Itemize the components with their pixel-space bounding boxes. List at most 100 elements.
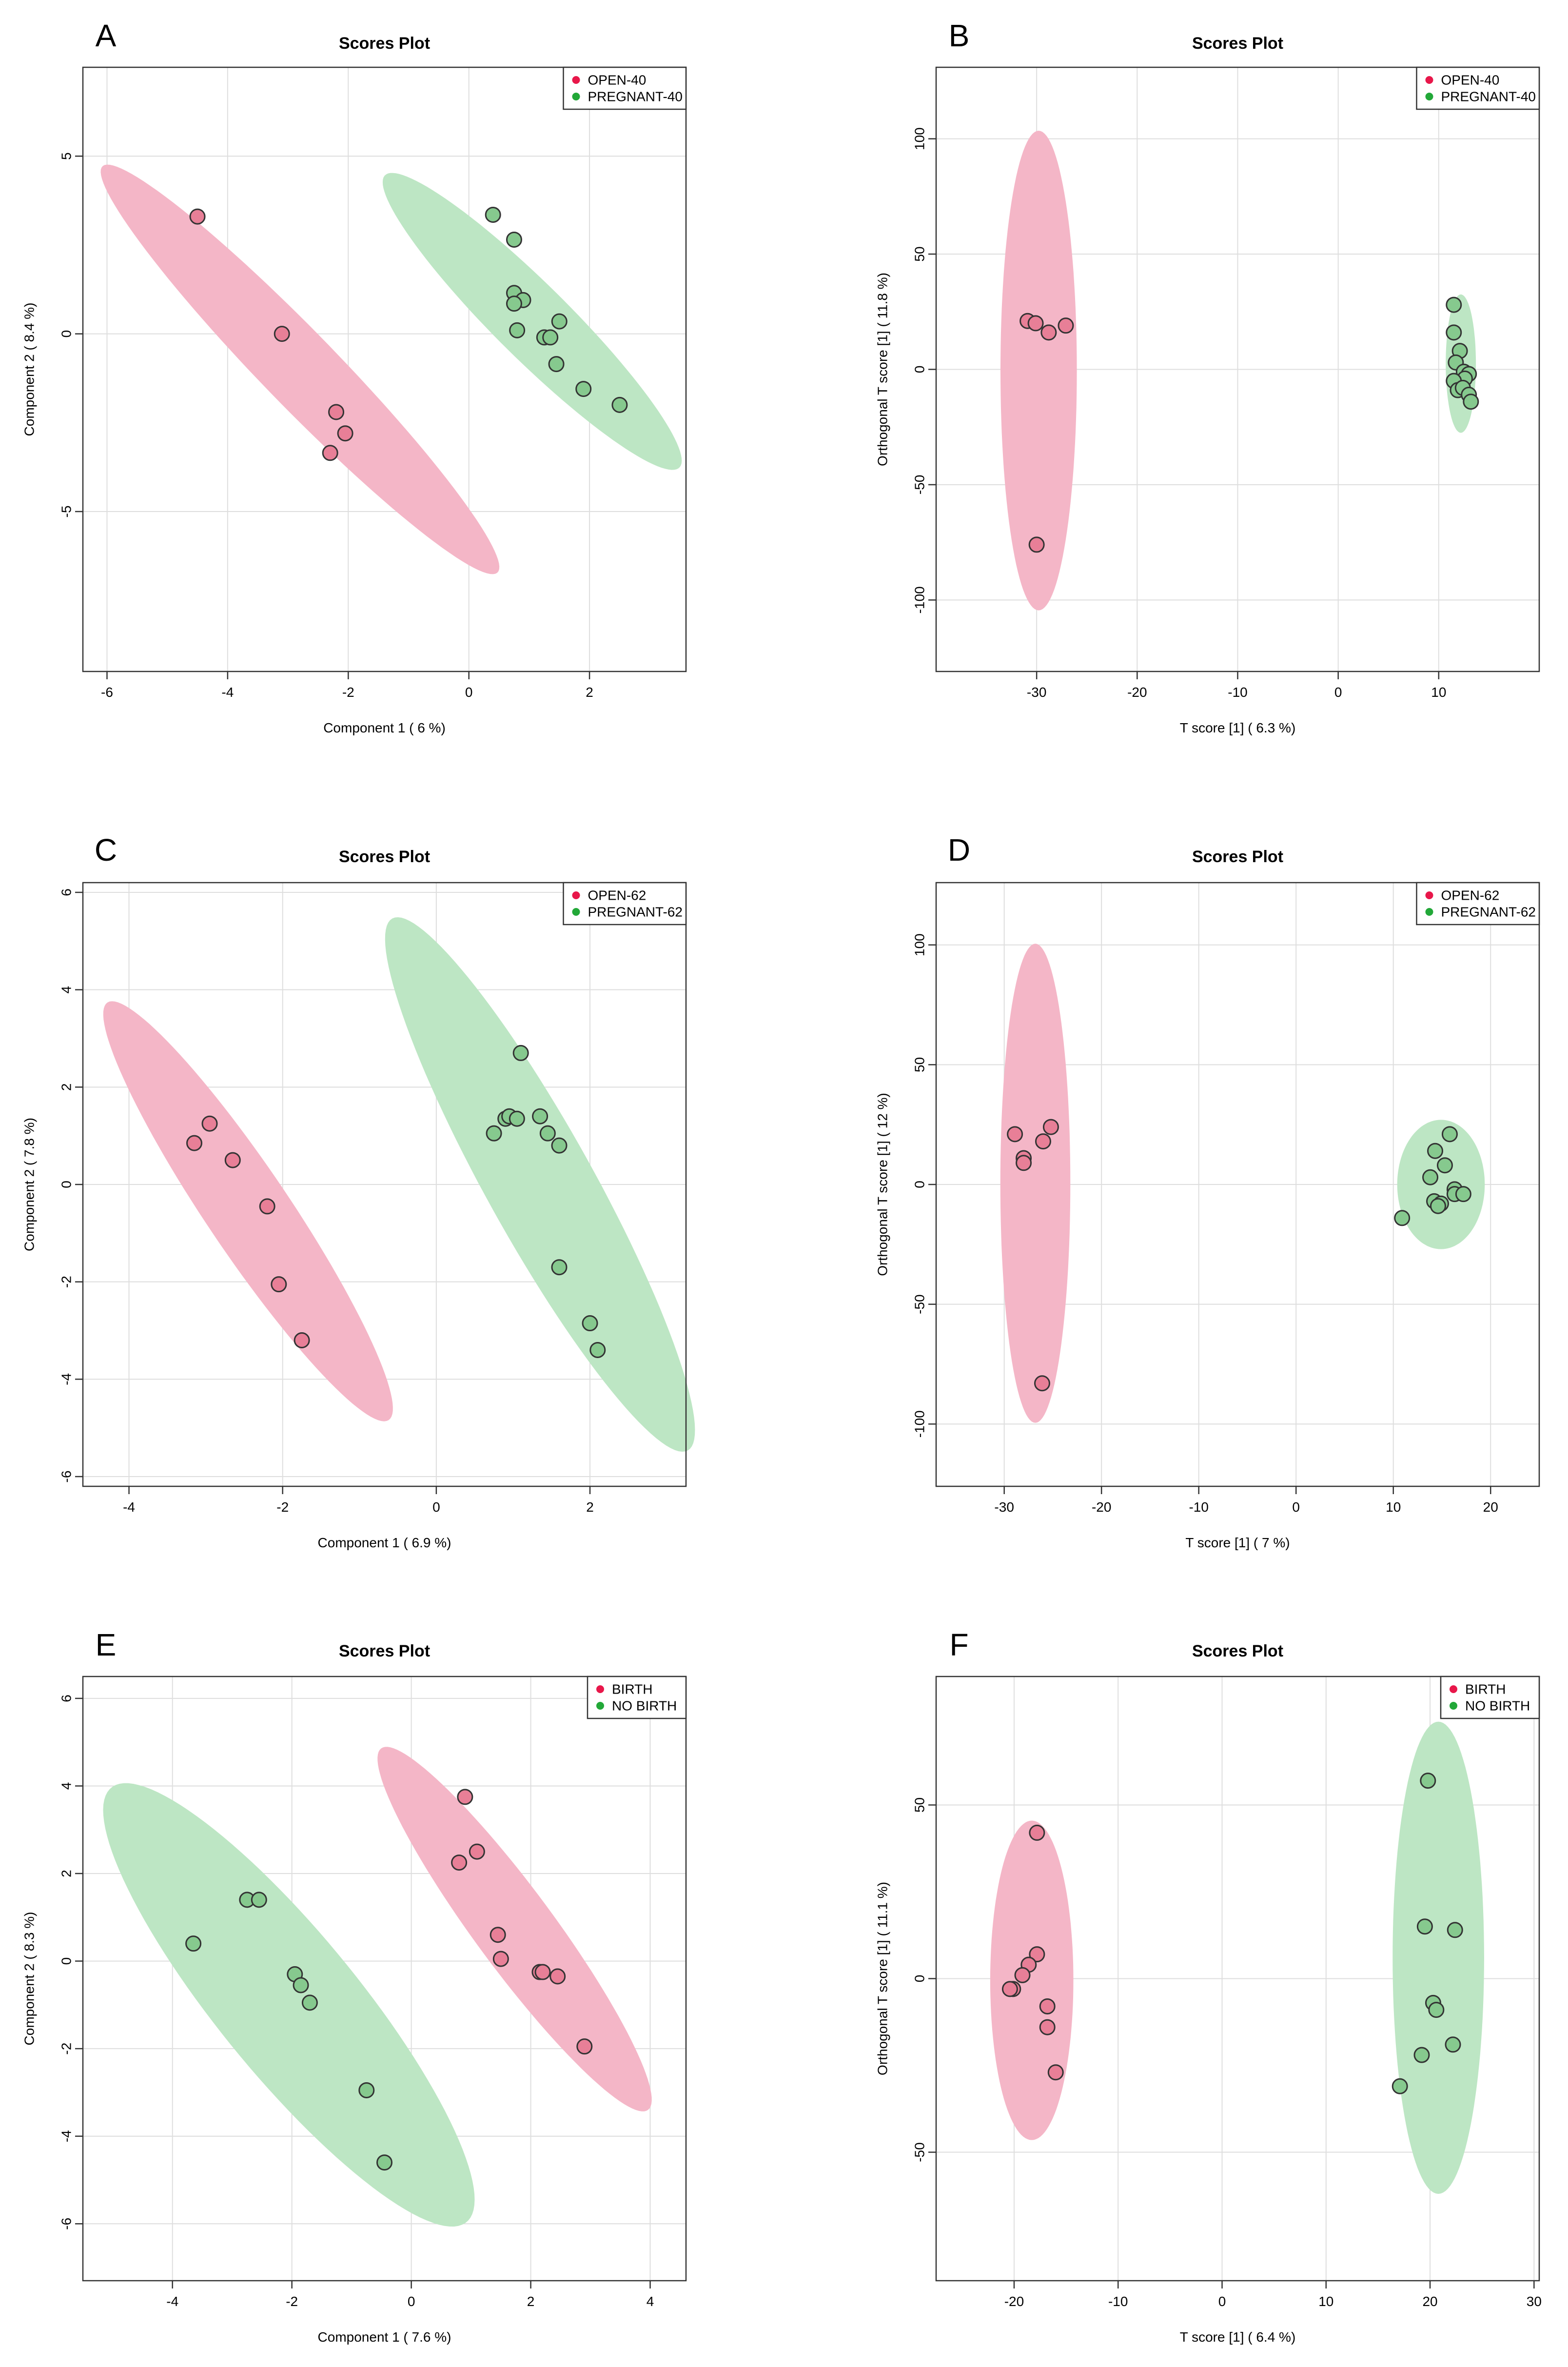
point-pregnant-62 (551, 1137, 568, 1154)
point-pregnant-62 (512, 1045, 529, 1061)
y-axis-label: Orthogonal T score [1] ( 11.8 %) (875, 273, 890, 466)
ellipse-open-62 (103, 1001, 393, 1421)
point-open-40 (189, 208, 206, 225)
panel-letter: F (949, 1627, 968, 1662)
x-tick-label: -2 (342, 685, 354, 700)
x-tick-label: 2 (586, 1499, 594, 1515)
y-tick-label: 50 (912, 246, 927, 261)
chart-title: Scores Plot (339, 1642, 430, 1660)
legend-marker (572, 93, 580, 100)
y-tick-label: 0 (912, 1181, 927, 1188)
point-birth (576, 2038, 593, 2055)
point-pregnant-62 (551, 1259, 568, 1276)
x-tick-label: -2 (286, 2294, 298, 2309)
legend: OPEN-62 PREGNANT-62 (1416, 882, 1540, 926)
point-open-40 (1058, 317, 1074, 334)
legend-marker (572, 908, 580, 916)
point-open-62 (294, 1332, 310, 1348)
point-open-62 (1016, 1155, 1032, 1171)
point-pregnant-62 (1394, 1210, 1411, 1226)
x-tick-label: -4 (221, 685, 234, 700)
x-tick-label: 4 (647, 2294, 654, 2309)
y-tick-label: -50 (912, 475, 927, 494)
point-no-birth (185, 1935, 202, 1952)
point-no-birth (376, 2154, 392, 2171)
legend-marker (572, 76, 580, 84)
point-birth (1001, 1981, 1018, 1997)
point-pregnant-40 (575, 381, 592, 397)
point-no-birth (293, 1977, 309, 1993)
y-tick-label: 2 (59, 1084, 74, 1091)
legend-label: BIRTH (612, 1682, 653, 1697)
point-pregnant-40 (506, 231, 522, 248)
y-axis-label: Component 2 ( 8.4 %) (22, 303, 37, 436)
point-no-birth (358, 2082, 375, 2098)
legend-label: OPEN-62 (1441, 888, 1500, 903)
y-axis-label: Orthogonal T score [1] ( 12 %) (875, 1093, 890, 1276)
point-pregnant-62 (582, 1315, 598, 1332)
x-tick-label: 0 (1292, 1499, 1300, 1515)
legend-marker (1425, 76, 1433, 84)
point-pregnant-62 (1455, 1186, 1471, 1203)
point-pregnant-62 (589, 1341, 606, 1358)
point-open-40 (274, 326, 290, 342)
point-open-40 (322, 445, 338, 461)
legend-label: PREGNANT-62 (588, 905, 683, 920)
panel-letter: B (949, 18, 970, 53)
point-open-62 (224, 1152, 241, 1168)
y-tick-label: -50 (912, 2142, 927, 2162)
x-tick-label: -4 (166, 2294, 178, 2309)
legend-label: PREGNANT-40 (588, 89, 683, 104)
point-no-birth (1428, 2002, 1445, 2018)
legend-marker (572, 891, 580, 899)
point-no-birth (1413, 2047, 1430, 2063)
panel-letter: D (948, 832, 970, 868)
ellipse-pregnant-62 (1397, 1120, 1485, 1249)
x-tick-label: -20 (1127, 685, 1147, 700)
point-open-40 (337, 425, 353, 442)
chart-title: Scores Plot (339, 848, 430, 866)
point-no-birth (1447, 1922, 1463, 1938)
legend-label: OPEN-40 (588, 73, 647, 88)
legend: OPEN-62 PREGNANT-62 (563, 882, 687, 926)
y-tick-label: 4 (59, 986, 74, 994)
point-pregnant-62 (1430, 1198, 1447, 1214)
y-tick-label: 100 (912, 127, 927, 150)
point-pregnant-40 (1463, 394, 1479, 410)
legend-box (587, 1676, 687, 1719)
y-tick-label: -100 (912, 1410, 927, 1438)
point-pregnant-40 (509, 322, 526, 338)
x-tick-label: 0 (432, 1499, 440, 1515)
y-tick-label: 0 (59, 330, 74, 338)
point-pregnant-40 (542, 329, 559, 346)
x-tick-label: 2 (586, 685, 593, 700)
point-birth (1039, 1998, 1056, 2014)
legend-marker (596, 1702, 604, 1710)
x-tick-label: -30 (1027, 685, 1046, 700)
legend-box (1416, 882, 1540, 926)
point-birth (1014, 1967, 1031, 1983)
ellipse-no-birth (103, 1783, 475, 2227)
point-open-62 (1042, 1119, 1059, 1135)
ellipse-pregnant-62 (385, 917, 695, 1452)
y-tick-label: 4 (59, 1782, 74, 1790)
x-tick-label: -30 (994, 1499, 1014, 1515)
ellipse-birth (990, 1820, 1074, 2140)
x-tick-label: 10 (1386, 1499, 1401, 1515)
point-open-62 (186, 1135, 202, 1151)
y-tick-label: -2 (59, 2043, 74, 2055)
point-no-birth (1420, 1773, 1436, 1789)
point-birth (1029, 1946, 1045, 1963)
point-open-62 (201, 1115, 218, 1132)
x-axis-label: Component 1 ( 7.6 %) (318, 2329, 451, 2345)
point-pregnant-40 (611, 396, 628, 413)
legend-marker (1425, 93, 1433, 100)
y-tick-label: 2 (59, 1870, 74, 1877)
x-tick-label: 10 (1318, 2294, 1333, 2309)
point-birth (1029, 1824, 1045, 1841)
panel-a: -6 -4 -2 0 2 -5 0 5 Scores Plot A Component 1 ( 6 … (22, 18, 687, 735)
legend-label: NO BIRTH (1465, 1698, 1530, 1714)
